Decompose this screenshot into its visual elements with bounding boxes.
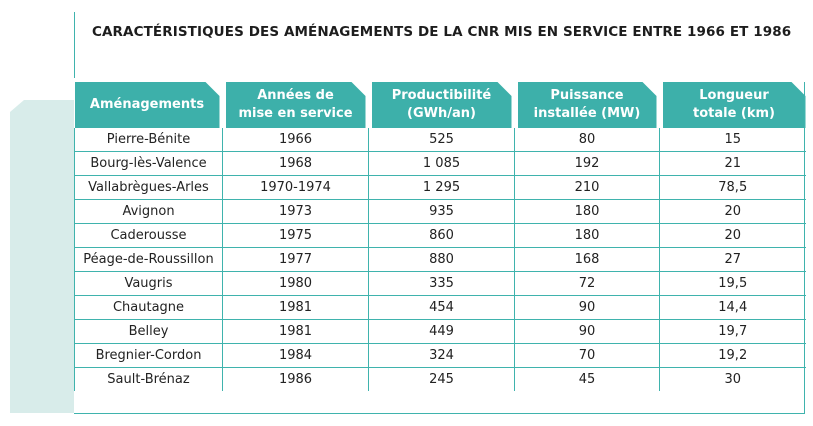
table-row: Caderousse 1975 860 180 20: [74, 223, 806, 248]
cell-longueur: 14,4: [659, 295, 806, 320]
cell-longueur: 27: [659, 247, 806, 272]
cell-productibilite: 245: [368, 367, 515, 391]
cell-puissance: 80: [514, 128, 660, 152]
cell-puissance: 45: [514, 367, 660, 391]
cell-puissance: 70: [514, 343, 660, 368]
cell-productibilite: 935: [368, 199, 515, 224]
table-row: Belley 1981 449 90 19,7: [74, 319, 806, 344]
cell-longueur: 20: [659, 199, 806, 224]
cell-productibilite: 880: [368, 247, 515, 272]
cell-annees: 1970-1974: [222, 175, 369, 200]
cell-amenagement: Vallabrègues-Arles: [74, 175, 223, 200]
cell-puissance: 180: [514, 199, 660, 224]
cell-puissance: 90: [514, 319, 660, 344]
cell-amenagement: Bregnier-Cordon: [74, 343, 223, 368]
cell-puissance: 210: [514, 175, 660, 200]
cell-longueur: 19,2: [659, 343, 806, 368]
header-label: Aménagements: [89, 97, 205, 112]
header-amenagements: Aménagements: [75, 82, 223, 128]
cell-amenagement: Sault-Brénaz: [74, 367, 223, 391]
cell-longueur: 19,5: [659, 271, 806, 296]
cell-amenagement: Chautagne: [74, 295, 223, 320]
cell-annees: 1984: [222, 343, 369, 368]
header-productibilite: Productibilité (GWh/an): [365, 82, 515, 128]
header-annees: Années de mise en service: [219, 82, 369, 128]
cell-amenagement: Bourg-lès-Valence: [74, 151, 223, 176]
header-background: [75, 82, 220, 128]
table-row: Bregnier-Cordon 1984 324 70 19,2: [74, 343, 806, 368]
header-label: Puissance installée (MW): [533, 88, 641, 121]
cell-puissance: 72: [514, 271, 660, 296]
table-row: Chautagne 1981 454 90 14,4: [74, 295, 806, 320]
cell-productibilite: 324: [368, 343, 515, 368]
table-body: Pierre-Bénite 1966 525 80 15 Bourg-lès-Valenc…: [74, 128, 806, 391]
cell-longueur: 21: [659, 151, 806, 176]
table-row: Pierre-Bénite 1966 525 80 15: [74, 128, 806, 152]
cell-amenagement: Pierre-Bénite: [74, 128, 223, 152]
cell-longueur: 78,5: [659, 175, 806, 200]
cell-productibilite: 1 295: [368, 175, 515, 200]
header-label: Longueur totale (km): [692, 88, 775, 121]
frame-rule-top: [74, 12, 75, 78]
cell-annees: 1980: [222, 271, 369, 296]
cell-annees: 1977: [222, 247, 369, 272]
cell-annees: 1981: [222, 295, 369, 320]
cell-amenagement: Péage-de-Roussillon: [74, 247, 223, 272]
header-background: [518, 82, 657, 128]
cell-productibilite: 335: [368, 271, 515, 296]
cell-annees: 1975: [222, 223, 369, 248]
side-panel-notch: [10, 100, 74, 112]
cell-productibilite: 860: [368, 223, 515, 248]
data-table: Aménagements Années de mise en service P…: [74, 82, 806, 391]
frame-rule-right: [804, 82, 805, 414]
cell-puissance: 90: [514, 295, 660, 320]
cell-longueur: 15: [659, 128, 806, 152]
cell-productibilite: 1 085: [368, 151, 515, 176]
cell-annees: 1986: [222, 367, 369, 391]
table-row: Vaugris 1980 335 72 19,5: [74, 271, 806, 296]
table-row: Bourg-lès-Valence 1968 1 085 192 21: [74, 151, 806, 176]
cell-productibilite: 449: [368, 319, 515, 344]
cell-longueur: 30: [724, 372, 742, 387]
header-label: Années de mise en service: [238, 88, 353, 121]
header-label: Productibilité (GWh/an): [391, 88, 492, 121]
header-puissance: Puissance installée (MW): [511, 82, 660, 128]
cell-longueur: 19,7: [659, 319, 806, 344]
table-row: Avignon 1973 935 180 20: [74, 199, 806, 224]
cell-amenagement: Caderousse: [74, 223, 223, 248]
cell-puissance: 180: [514, 223, 660, 248]
header-longueur: Longueur totale (km): [656, 82, 806, 128]
cell-annees: 1966: [222, 128, 369, 152]
cell-annees: 1973: [222, 199, 369, 224]
cell-puissance: 192: [514, 151, 660, 176]
table-title: CARACTÉRISTIQUES DES AMÉNAGEMENTS DE LA …: [92, 24, 792, 40]
frame-rule-bottom: [74, 413, 805, 414]
cell-productibilite: 454: [368, 295, 515, 320]
cell-longueur: 20: [659, 223, 806, 248]
cell-amenagement: Avignon: [74, 199, 223, 224]
header-background: [663, 82, 806, 128]
cell-puissance: 168: [514, 247, 660, 272]
table-row: Sault-Brénaz 1986 245 45 30: [74, 367, 806, 391]
cell-amenagement: Belley: [74, 319, 223, 344]
header-background: [372, 82, 512, 128]
cell-amenagement: Vaugris: [74, 271, 223, 296]
table-row: Vallabrègues-Arles 1970-1974 1 295 210 78,5: [74, 175, 806, 200]
table-row: Péage-de-Roussillon 1977 880 168 27: [74, 247, 806, 272]
cell-annees: 1981: [222, 319, 369, 344]
cell-productibilite: 525: [368, 128, 515, 152]
side-panel: [10, 112, 74, 413]
header-background: [226, 82, 366, 128]
header-row: Aménagements Années de mise en service P…: [75, 82, 806, 128]
cell-annees: 1968: [222, 151, 369, 176]
